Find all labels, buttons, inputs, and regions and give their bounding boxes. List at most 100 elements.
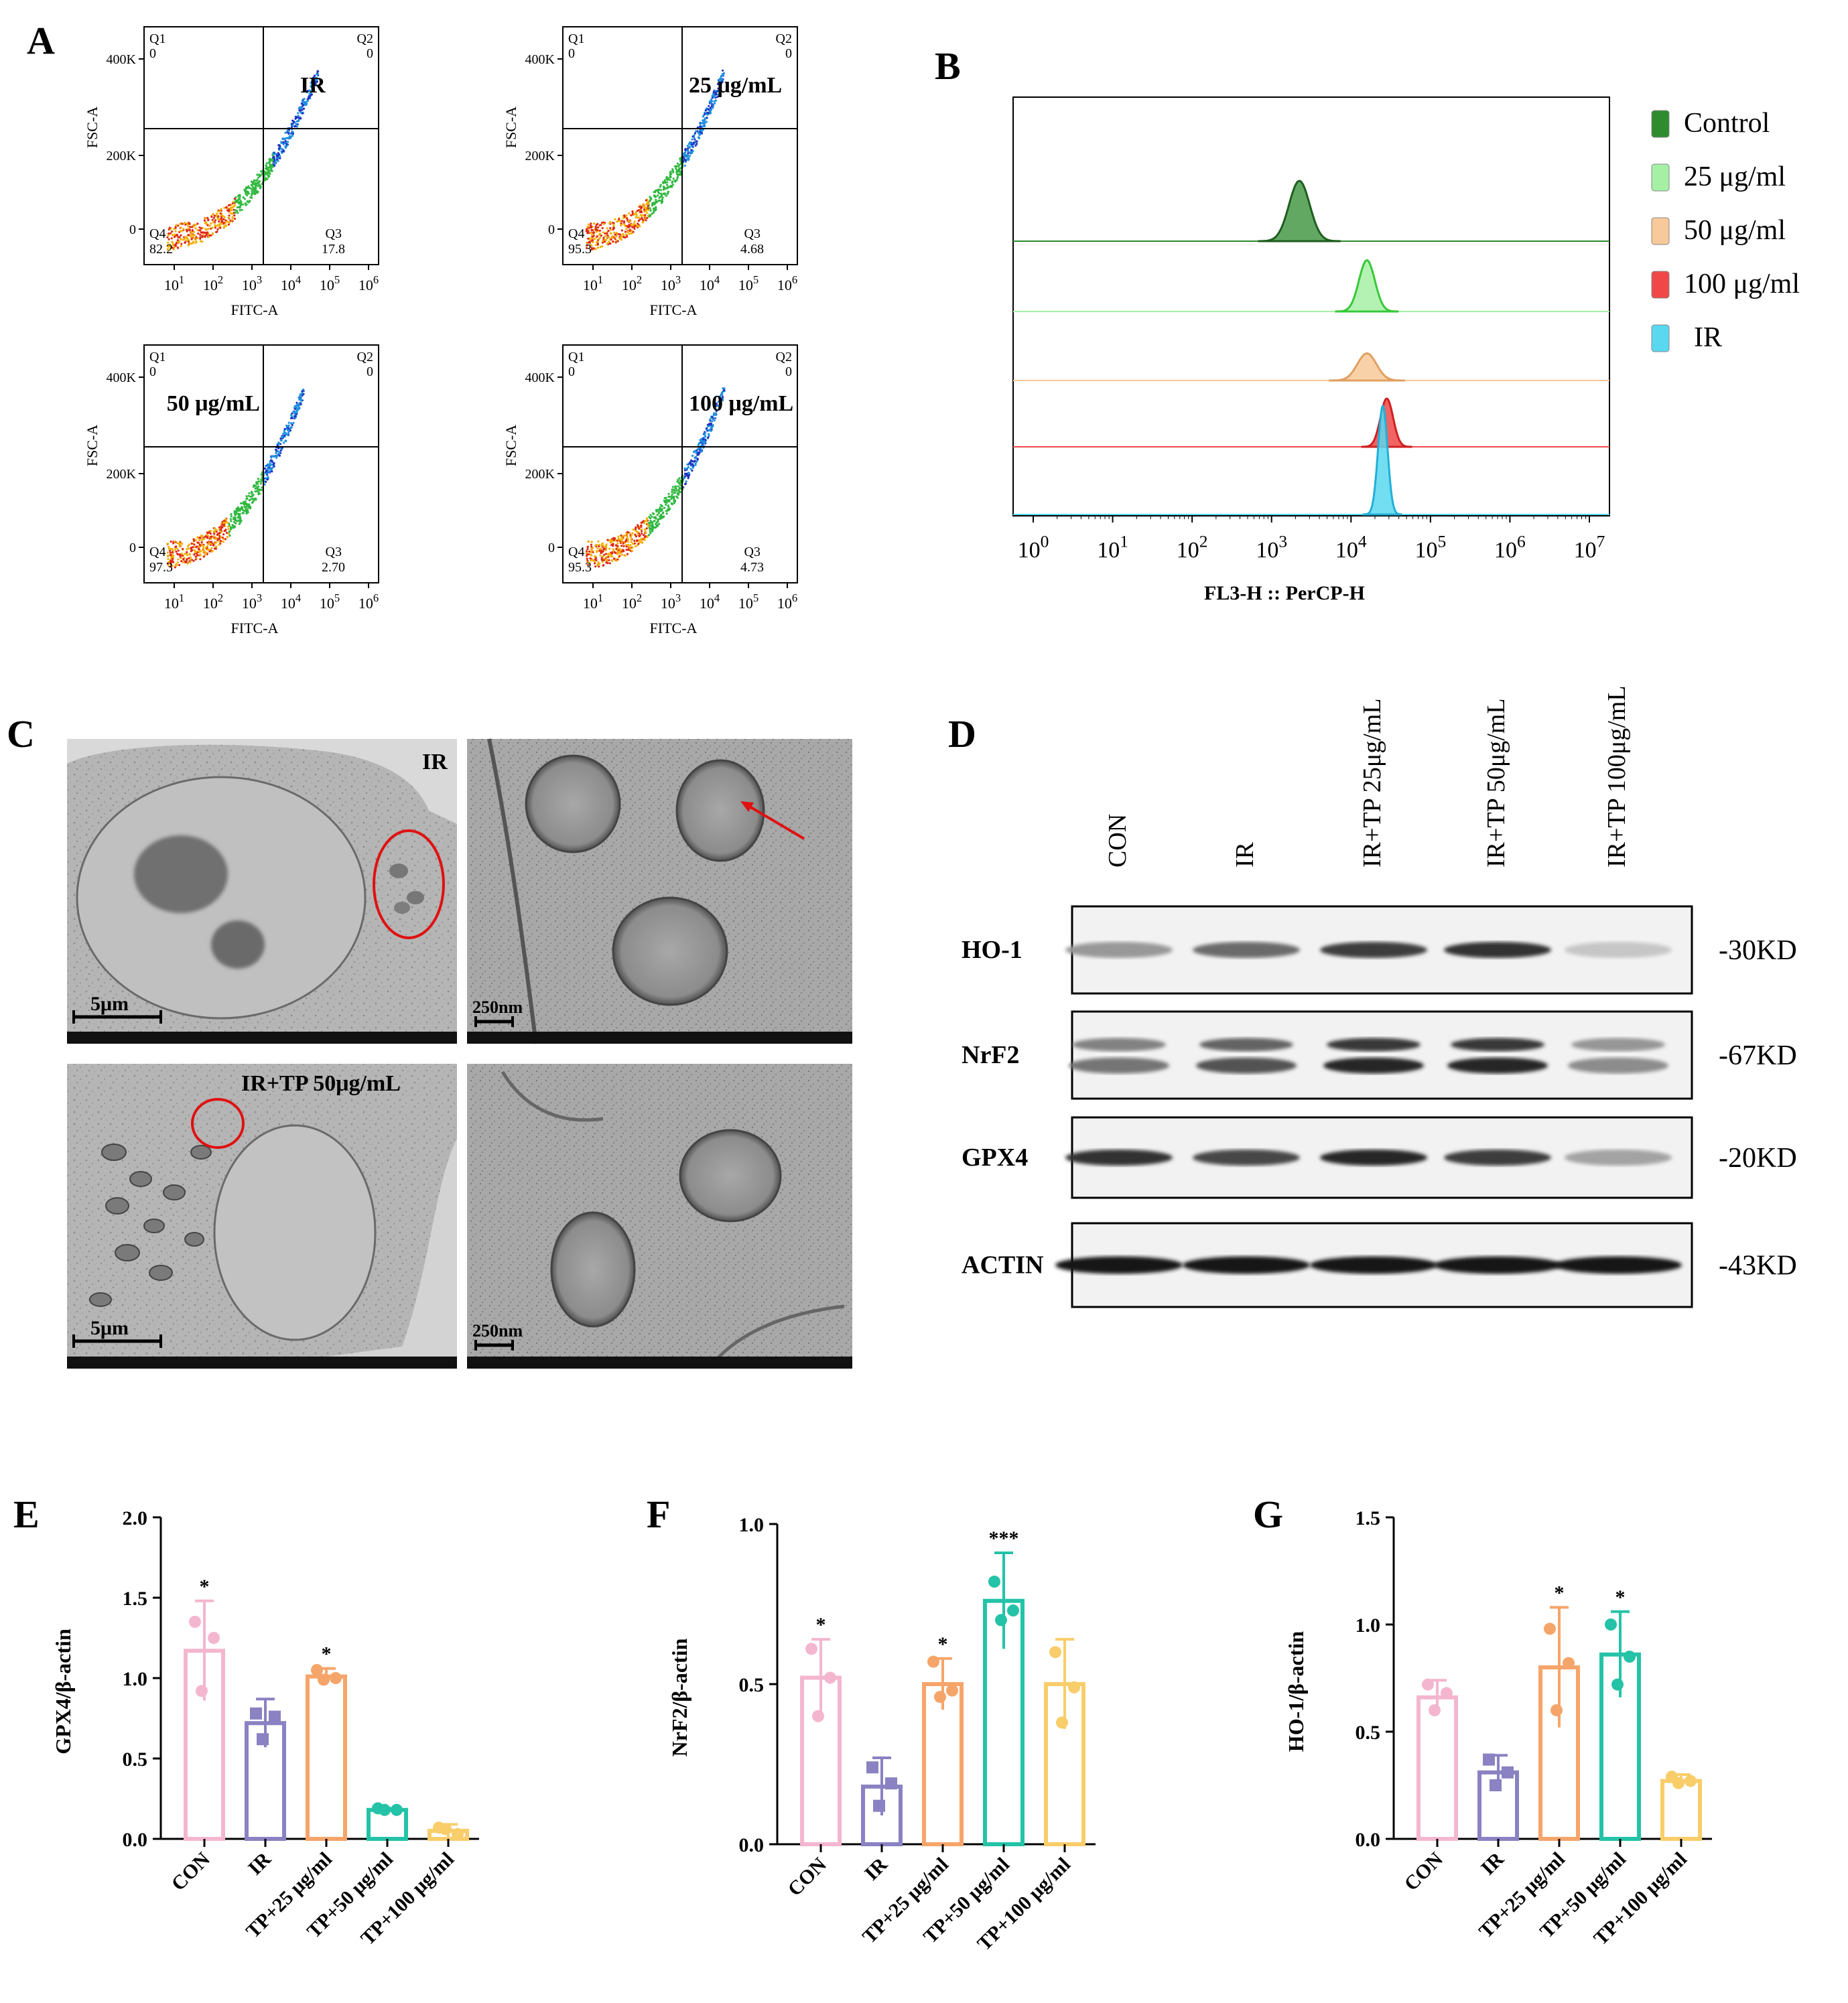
flow-event: [216, 210, 219, 212]
histogram-peak-100--g-ml: [1361, 397, 1412, 448]
flow-event: [605, 543, 608, 546]
x-tick-label-exp: 4: [714, 592, 720, 604]
flow-event: [258, 492, 261, 495]
flow-event: [216, 228, 219, 230]
flow-event: [664, 182, 667, 184]
flow-event: [594, 544, 597, 547]
flow-event: [186, 230, 188, 232]
flow-event: [316, 73, 318, 76]
flow-event: [663, 506, 666, 509]
flow-event: [257, 181, 259, 184]
flow-event: [655, 509, 657, 512]
flow-event: [222, 541, 224, 543]
q3-value: 17.8: [322, 242, 345, 257]
flow-event: [177, 236, 180, 239]
flow-event: [179, 230, 182, 232]
flow-event: [711, 420, 714, 423]
flow-event: [211, 218, 214, 221]
flow-event: [666, 192, 669, 195]
q3-label: Q3: [326, 226, 342, 241]
flow-event: [649, 532, 652, 535]
flow-event: [270, 467, 273, 470]
flow-event: [249, 507, 252, 510]
flow-event: [658, 523, 661, 525]
flow-event: [239, 512, 241, 516]
flow-event: [182, 557, 185, 561]
flow-event: [215, 230, 218, 233]
flow-event: [239, 517, 241, 521]
flow-event: [195, 240, 198, 243]
flow-event: [653, 516, 655, 519]
flow-event: [237, 212, 239, 214]
flow-event: [277, 157, 280, 160]
flow-event: [261, 476, 263, 479]
flow-event: [642, 214, 645, 216]
x-tick-label: 102: [622, 273, 642, 293]
flow-event: [635, 214, 638, 216]
histogram-x-axis-label: FL3-H :: PerCP-H: [1204, 582, 1365, 604]
flow-event: [278, 144, 281, 147]
flow-event: [612, 224, 615, 227]
flow-event: [715, 405, 718, 407]
flow-event: [694, 144, 697, 147]
flow-event: [590, 559, 592, 562]
flow-event: [217, 215, 220, 218]
flow-event: [265, 166, 268, 169]
flow-event: [627, 549, 630, 551]
q1-value: 0: [149, 364, 156, 379]
flow-event: [641, 221, 644, 224]
flow-event: [605, 546, 608, 549]
flow-event: [295, 117, 298, 119]
flow-event: [276, 450, 279, 453]
y-tick-label: 400K: [107, 52, 137, 67]
flow-event: [217, 218, 220, 220]
x-tick-label-base: 10: [164, 277, 179, 293]
flow-event: [241, 507, 243, 510]
flow-event: [675, 170, 678, 173]
flow-event: [287, 141, 289, 143]
flow-event: [719, 401, 722, 403]
blot-size-label: -30KD: [1719, 935, 1797, 966]
data-point: [1483, 1753, 1495, 1766]
flow-event: [275, 456, 278, 459]
flow-event: [220, 208, 222, 210]
flow-event: [623, 535, 626, 537]
flow-event: [594, 557, 598, 559]
flow-event: [649, 517, 652, 520]
x-tick-label-exp: 4: [295, 273, 301, 286]
data-point: [1672, 1777, 1685, 1789]
flow-event: [168, 243, 171, 246]
flow-event: [313, 74, 316, 77]
x-axis-label: FITC-A: [650, 301, 698, 318]
x-tick-label: 104: [281, 273, 301, 293]
flow-event: [637, 543, 640, 545]
flow-event: [216, 212, 218, 215]
flow-event: [294, 415, 297, 418]
flow-event: [663, 499, 665, 502]
flow-event: [590, 541, 593, 543]
flow-event: [300, 102, 303, 105]
flow-event: [314, 80, 317, 83]
flow-event: [637, 533, 639, 536]
x-tick-label: 102: [203, 273, 223, 293]
flow-event: [633, 222, 635, 225]
flow-event: [651, 202, 654, 205]
histogram-x-tick-label-exp: 2: [1199, 532, 1208, 551]
flow-event: [594, 225, 597, 228]
flow-event: [224, 219, 227, 222]
flow-event: [589, 557, 592, 560]
flow-event: [677, 488, 680, 491]
data-point: [379, 1803, 391, 1816]
flow-plot-frame: [143, 26, 379, 265]
flow-event: [678, 163, 681, 166]
flow-event: [171, 234, 174, 236]
flow-event: [228, 534, 231, 537]
flow-event: [704, 435, 707, 438]
flow-event: [700, 129, 702, 131]
flow-plot-title: IR: [300, 73, 326, 98]
flow-event: [697, 451, 700, 454]
blot-band: [1327, 1038, 1421, 1052]
tem-tp-mito-zoom: 250nm: [467, 1064, 852, 1369]
flow-event: [194, 227, 197, 230]
